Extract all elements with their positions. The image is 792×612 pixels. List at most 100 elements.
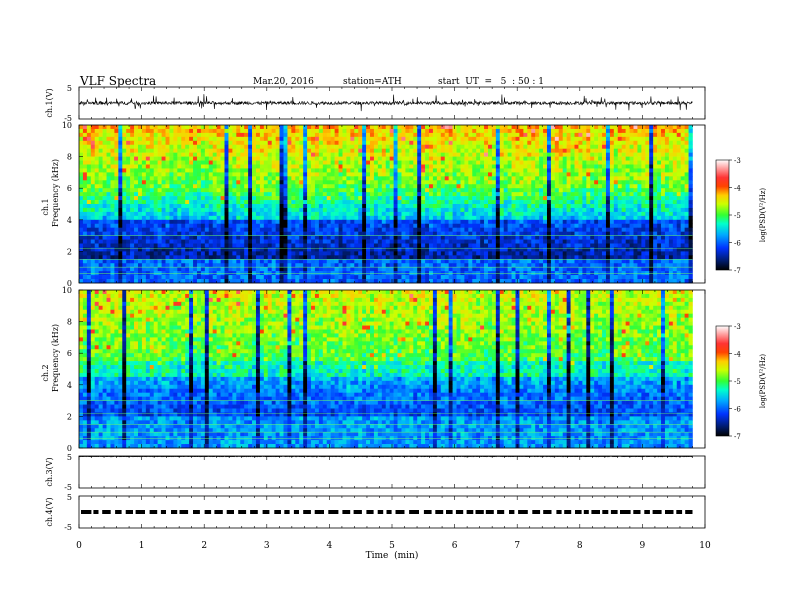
psd-cell — [295, 136, 300, 142]
psd-cell — [94, 196, 99, 201]
psd-cell — [358, 156, 363, 161]
psd-cell — [495, 152, 501, 157]
psd-cell — [240, 132, 245, 138]
psd-cell — [566, 172, 571, 177]
psd-cell — [432, 207, 438, 213]
psd-cell — [421, 128, 426, 134]
psd-cell — [558, 219, 563, 225]
psd-cell — [244, 215, 249, 221]
psd-cell — [177, 172, 182, 177]
psd-cell — [334, 211, 339, 217]
psd-cell — [444, 204, 449, 209]
psd-cell — [228, 136, 233, 142]
psd-cell — [102, 156, 107, 161]
psd-cell — [86, 156, 92, 161]
psd-cell — [472, 227, 477, 232]
psd-cell — [680, 125, 685, 130]
psd-cell — [515, 231, 520, 236]
psd-cell — [98, 172, 103, 177]
psd-cell — [169, 144, 174, 149]
psd-cell — [452, 168, 457, 173]
psd-cell — [330, 125, 335, 130]
psd-cell — [185, 188, 190, 193]
psd-cell — [491, 164, 497, 169]
psd-cell — [358, 180, 363, 185]
psd-cell — [680, 235, 685, 240]
psd-cell — [668, 235, 674, 240]
psd-cell — [621, 156, 626, 161]
psd-cell — [216, 235, 221, 240]
psd-cell — [169, 148, 174, 153]
psd-cell — [255, 176, 261, 181]
psd-cell — [212, 239, 217, 244]
psd-cell — [617, 227, 622, 232]
psd-cell — [598, 140, 603, 146]
psd-cell — [653, 192, 658, 197]
psd-cell — [586, 192, 591, 197]
psd-cell — [189, 207, 194, 213]
psd-cell — [134, 172, 139, 177]
psd-cell — [574, 215, 579, 221]
psd-cell — [267, 192, 272, 197]
psd-cell — [661, 132, 666, 138]
psd-cell — [566, 196, 571, 201]
psd-cell — [562, 235, 567, 240]
psd-cell — [228, 231, 233, 236]
psd-cell — [393, 164, 398, 169]
psd-cell — [637, 128, 642, 134]
psd-cell — [452, 172, 457, 177]
psd-cell — [389, 215, 394, 221]
psd-cell — [672, 132, 678, 138]
psd-cell — [448, 164, 453, 169]
psd-cell — [401, 125, 406, 130]
psd-cell — [248, 164, 253, 169]
psd-cell — [684, 192, 689, 197]
psd-cell — [460, 156, 465, 161]
psd-cell — [295, 168, 300, 173]
psd-cell — [594, 239, 599, 244]
psd-cell — [535, 148, 540, 153]
psd-cell — [240, 172, 245, 177]
psd-cell — [366, 164, 371, 169]
psd-cell — [295, 231, 300, 236]
psd-cell — [189, 168, 194, 173]
psd-cell — [629, 231, 634, 236]
psd-cell — [558, 243, 563, 248]
psd-cell — [255, 180, 261, 185]
psd-cell — [130, 235, 135, 240]
psd-cell — [574, 231, 579, 236]
psd-cell — [291, 132, 296, 138]
psd-cell — [377, 176, 383, 181]
psd-cell — [535, 164, 540, 169]
psd-cell — [507, 180, 512, 185]
psd-cell — [429, 140, 434, 146]
psd-cell — [330, 128, 335, 134]
psd-cell — [381, 140, 387, 146]
psd-cell — [574, 204, 579, 209]
psd-cell — [295, 196, 300, 201]
psd-cell — [539, 200, 544, 205]
psd-cell — [267, 211, 272, 217]
psd-cell — [480, 148, 485, 153]
psd-cell — [137, 152, 143, 157]
psd-cell — [609, 176, 615, 181]
psd-cell — [240, 136, 245, 142]
psd-cell — [613, 125, 619, 130]
psd-cell — [334, 219, 339, 225]
psd-cell — [314, 132, 320, 138]
psd-cell — [668, 125, 674, 130]
psd-cell — [86, 164, 92, 169]
psd-cell — [110, 231, 115, 236]
psd-cell — [342, 200, 347, 205]
psd-cell — [189, 211, 194, 217]
psd-cell — [338, 180, 343, 185]
psd-cell — [429, 188, 434, 193]
psd-cell — [173, 227, 178, 232]
psd-cell — [161, 231, 166, 236]
psd-cell — [279, 215, 284, 221]
psd-cell — [366, 156, 371, 161]
psd-cell — [366, 219, 371, 225]
psd-cell — [114, 184, 119, 189]
psd-cell — [252, 235, 257, 240]
